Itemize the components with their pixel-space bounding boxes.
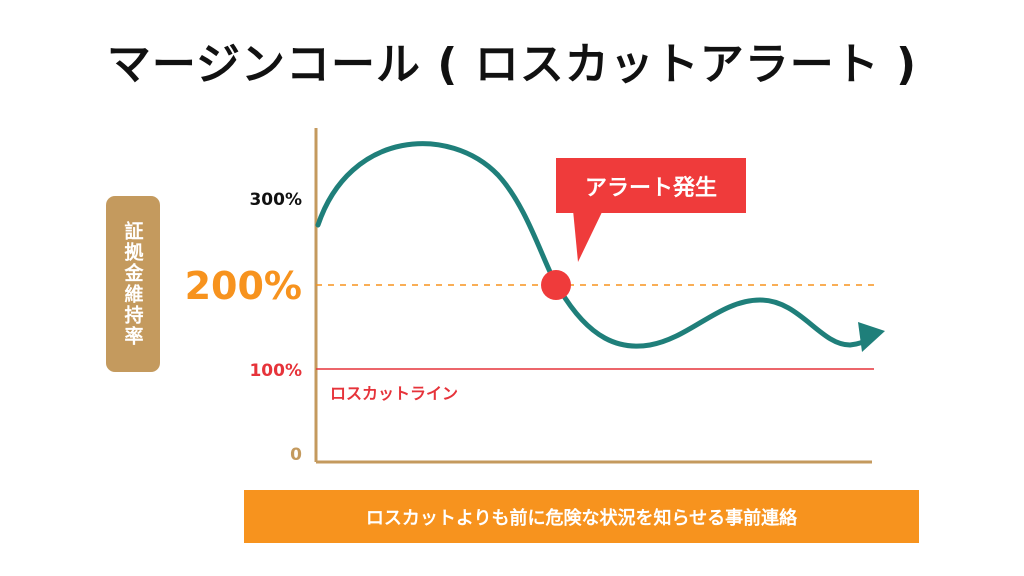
tick-200: 200% bbox=[184, 264, 302, 308]
tick-100: 100% bbox=[249, 361, 302, 381]
ratio-curve bbox=[315, 141, 873, 349]
tick-0: 0 bbox=[290, 445, 302, 465]
curve-arrowhead bbox=[858, 322, 885, 352]
y-axis-label-box: 証拠金維持率 bbox=[106, 196, 160, 372]
alert-callout: アラート発生 bbox=[556, 158, 746, 213]
footer-banner: ロスカットよりも前に危険な状況を知らせる事前連絡 bbox=[244, 490, 919, 543]
alert-point bbox=[541, 270, 571, 300]
tick-300: 300% bbox=[249, 190, 302, 210]
losscut-line-label: ロスカットライン bbox=[330, 384, 459, 403]
alert-callout-text: アラート発生 bbox=[584, 175, 717, 201]
footer-text: ロスカットよりも前に危険な状況を知らせる事前連絡 bbox=[365, 507, 798, 529]
y-axis-label: 証拠金維持率 bbox=[121, 221, 144, 347]
callout-pointer bbox=[573, 210, 603, 262]
page-title: マージンコール ( ロスカットアラート ) bbox=[106, 39, 918, 90]
